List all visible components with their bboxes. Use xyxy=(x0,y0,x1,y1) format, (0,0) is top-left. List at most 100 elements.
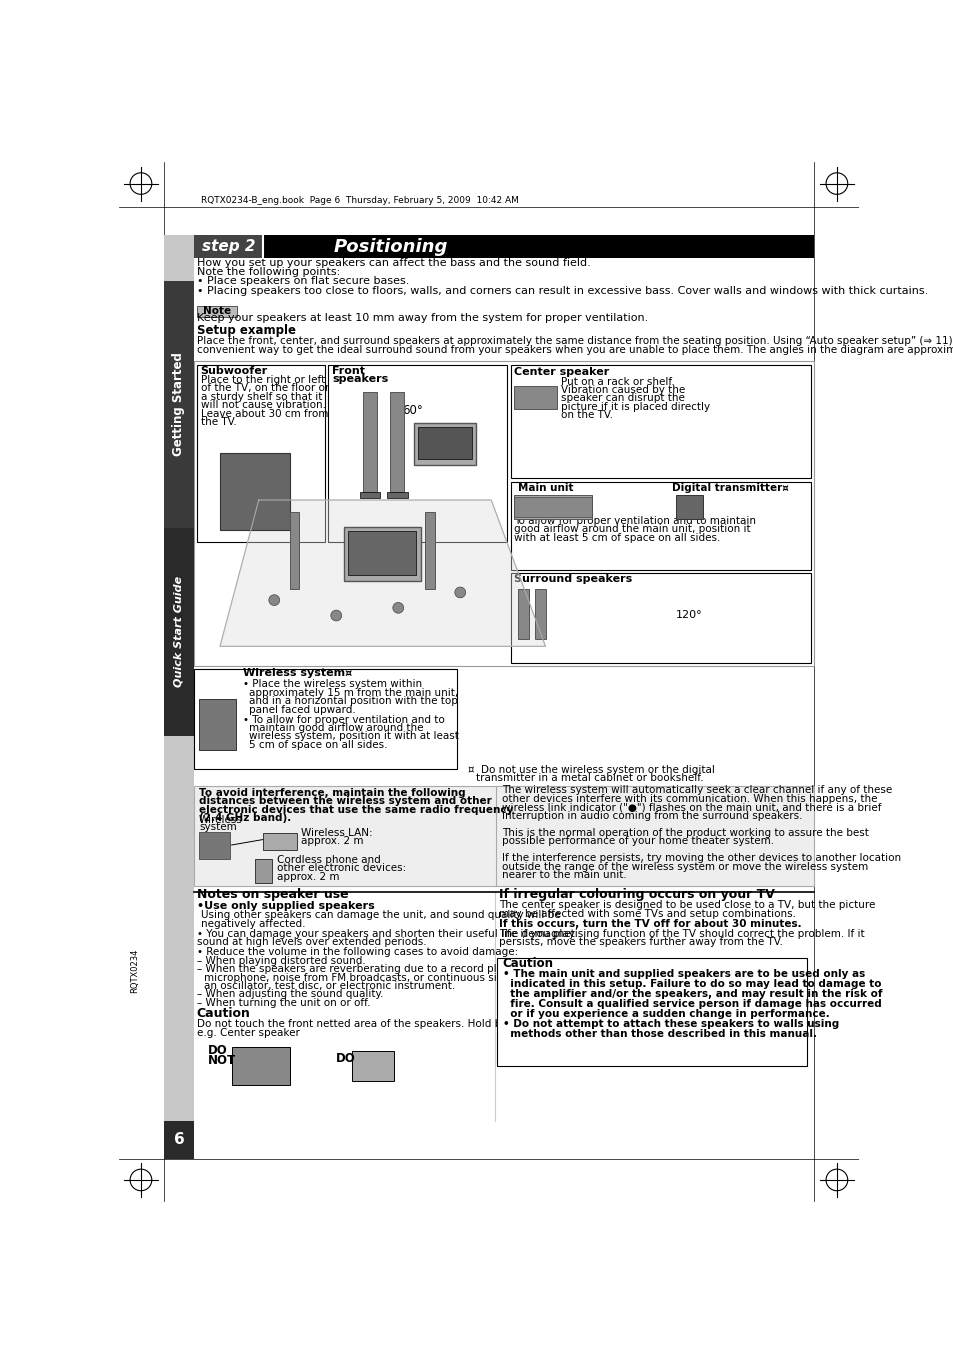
Text: RQTX0234-B_eng.book  Page 6  Thursday, February 5, 2009  10:42 AM: RQTX0234-B_eng.book Page 6 Thursday, Feb… xyxy=(200,196,518,205)
Text: Wireless LAN:: Wireless LAN: xyxy=(301,828,373,838)
Text: (2.4 GHz band).: (2.4 GHz band). xyxy=(199,813,291,823)
Text: Subwoofer: Subwoofer xyxy=(200,366,268,375)
Polygon shape xyxy=(220,500,545,647)
Bar xyxy=(497,958,806,1066)
Bar xyxy=(328,364,506,541)
Bar xyxy=(199,832,230,859)
Text: The demagnetising function of the TV should correct the problem. If it: The demagnetising function of the TV sho… xyxy=(498,929,863,938)
Bar xyxy=(254,859,272,883)
Text: • To allow for proper ventilation and to: • To allow for proper ventilation and to xyxy=(243,714,444,725)
Bar xyxy=(290,512,298,589)
Text: NOT: NOT xyxy=(208,1053,236,1066)
Text: Center speaker: Center speaker xyxy=(514,366,609,377)
Text: nearer to the main unit.: nearer to the main unit. xyxy=(501,871,626,880)
Bar xyxy=(352,1050,394,1081)
Text: 5 cm of space on all sides.: 5 cm of space on all sides. xyxy=(249,740,388,751)
Text: system: system xyxy=(199,822,236,833)
Text: To avoid interference, maintain the following: To avoid interference, maintain the foll… xyxy=(199,787,465,798)
Text: 6: 6 xyxy=(173,1133,184,1147)
Text: speaker can disrupt the: speaker can disrupt the xyxy=(560,393,684,404)
Text: speakers: speakers xyxy=(332,374,388,385)
Text: maintain good airflow around the: maintain good airflow around the xyxy=(249,724,423,733)
Text: approx. 2 m: approx. 2 m xyxy=(301,836,363,846)
Text: This is the normal operation of the product working to assure the best: This is the normal operation of the prod… xyxy=(501,828,868,838)
Text: Front: Front xyxy=(332,366,365,375)
Text: step 2: step 2 xyxy=(202,239,255,254)
Text: If the interference persists, try moving the other devices to another location: If the interference persists, try moving… xyxy=(501,853,901,863)
Text: Wireless system¤: Wireless system¤ xyxy=(243,668,352,678)
Text: possible performance of your home theater system.: possible performance of your home theate… xyxy=(501,836,774,846)
Text: •Use only supplied speakers: •Use only supplied speakers xyxy=(196,900,375,911)
Bar xyxy=(514,386,557,409)
Text: • You can damage your speakers and shorten their useful life if you play: • You can damage your speakers and short… xyxy=(196,929,574,938)
Bar xyxy=(164,235,193,1160)
Text: Digital transmitter¤: Digital transmitter¤ xyxy=(671,483,788,493)
Circle shape xyxy=(455,587,465,598)
Text: If irregular colouring occurs on your TV: If irregular colouring occurs on your TV xyxy=(498,888,774,900)
Text: Caution: Caution xyxy=(196,1007,251,1021)
Text: indicated in this setup. Failure to do so may lead to damage to: indicated in this setup. Failure to do s… xyxy=(502,980,881,990)
Text: panel faced upward.: panel faced upward. xyxy=(249,705,355,714)
Bar xyxy=(390,393,404,493)
Bar xyxy=(193,235,813,258)
Text: • Placing speakers too close to floors, walls, and corners can result in excessi: • Placing speakers too close to floors, … xyxy=(196,286,927,296)
Bar xyxy=(344,526,421,580)
Bar xyxy=(232,1046,290,1085)
Bar xyxy=(164,281,193,528)
Text: How you set up your speakers can affect the bass and the sound field.: How you set up your speakers can affect … xyxy=(196,258,590,267)
Text: microphone, noise from FM broadcasts, or continuous signals from: microphone, noise from FM broadcasts, or… xyxy=(204,972,553,983)
Bar xyxy=(514,497,592,517)
Text: To allow for proper ventilation and to maintain: To allow for proper ventilation and to m… xyxy=(514,516,756,526)
Text: transmitter in a metal cabinet or bookshelf.: transmitter in a metal cabinet or booksh… xyxy=(476,774,702,783)
Text: approx. 2 m: approx. 2 m xyxy=(276,872,338,882)
Text: Keep your speakers at least 10 mm away from the system for proper ventilation.: Keep your speakers at least 10 mm away f… xyxy=(196,313,647,324)
Bar xyxy=(417,427,472,459)
Bar xyxy=(164,1120,193,1160)
Bar xyxy=(387,493,407,498)
Bar xyxy=(348,531,416,575)
Text: DO: DO xyxy=(208,1045,228,1057)
Text: • Reduce the volume in the following cases to avoid damage:: • Reduce the volume in the following cas… xyxy=(196,948,517,957)
Text: • Do not attempt to attach these speakers to walls using: • Do not attempt to attach these speaker… xyxy=(502,1019,839,1030)
Text: and in a horizontal position with the top: and in a horizontal position with the to… xyxy=(249,697,457,706)
Text: Leave about 30 cm from: Leave about 30 cm from xyxy=(200,409,328,418)
Circle shape xyxy=(331,610,341,621)
Text: Vibration caused by the: Vibration caused by the xyxy=(560,385,684,396)
Text: Note the following points:: Note the following points: xyxy=(196,267,339,277)
Bar xyxy=(514,495,592,518)
Text: electronic devices that use the same radio frequency: electronic devices that use the same rad… xyxy=(199,805,513,814)
Text: methods other than those described in this manual.: methods other than those described in th… xyxy=(502,1030,816,1040)
Bar xyxy=(262,833,297,851)
Text: e.g. Center speaker: e.g. Center speaker xyxy=(196,1027,299,1038)
Text: Note: Note xyxy=(203,306,231,316)
Text: persists, move the speakers further away from the TV.: persists, move the speakers further away… xyxy=(498,937,782,948)
Text: Place to the right or left: Place to the right or left xyxy=(200,375,325,385)
Text: Positioning: Positioning xyxy=(333,238,447,255)
Bar xyxy=(425,512,435,589)
Bar xyxy=(220,454,290,531)
Bar xyxy=(196,364,324,541)
Text: of the TV, on the floor or: of the TV, on the floor or xyxy=(200,383,329,393)
Text: Using other speakers can damage the unit, and sound quality will be: Using other speakers can damage the unit… xyxy=(200,910,559,921)
Text: convenient way to get the ideal surround sound from your speakers when you are u: convenient way to get the ideal surround… xyxy=(196,346,953,355)
Text: the amplifier and/or the speakers, and may result in the risk of: the amplifier and/or the speakers, and m… xyxy=(502,990,882,999)
Text: 60°: 60° xyxy=(402,404,422,417)
Text: – When turning the unit on or off.: – When turning the unit on or off. xyxy=(196,998,370,1008)
Text: The center speaker is designed to be used close to a TV, but the picture: The center speaker is designed to be use… xyxy=(498,900,875,910)
Text: wireless system, position it with at least: wireless system, position it with at lea… xyxy=(249,732,458,741)
Circle shape xyxy=(393,602,403,613)
Text: Setup example: Setup example xyxy=(196,324,295,336)
Text: ¤  Do not use the wireless system or the digital: ¤ Do not use the wireless system or the … xyxy=(468,764,714,775)
Bar xyxy=(164,528,193,736)
Text: Wireless: Wireless xyxy=(199,814,243,825)
Bar xyxy=(360,493,380,498)
Bar xyxy=(510,574,810,663)
Bar xyxy=(363,393,377,493)
Text: the TV.: the TV. xyxy=(200,417,236,428)
Text: a sturdy shelf so that it: a sturdy shelf so that it xyxy=(200,392,322,402)
Text: • Place speakers on flat secure bases.: • Place speakers on flat secure bases. xyxy=(196,277,409,286)
Text: distances between the wireless system and other: distances between the wireless system an… xyxy=(199,796,492,806)
Text: The wireless system will automatically seek a clear channel if any of these: The wireless system will automatically s… xyxy=(501,786,891,795)
Text: Do not touch the front netted area of the speakers. Hold by the sides.: Do not touch the front netted area of th… xyxy=(196,1019,560,1030)
Text: interruption in audio coming from the surround speakers.: interruption in audio coming from the su… xyxy=(501,811,801,821)
